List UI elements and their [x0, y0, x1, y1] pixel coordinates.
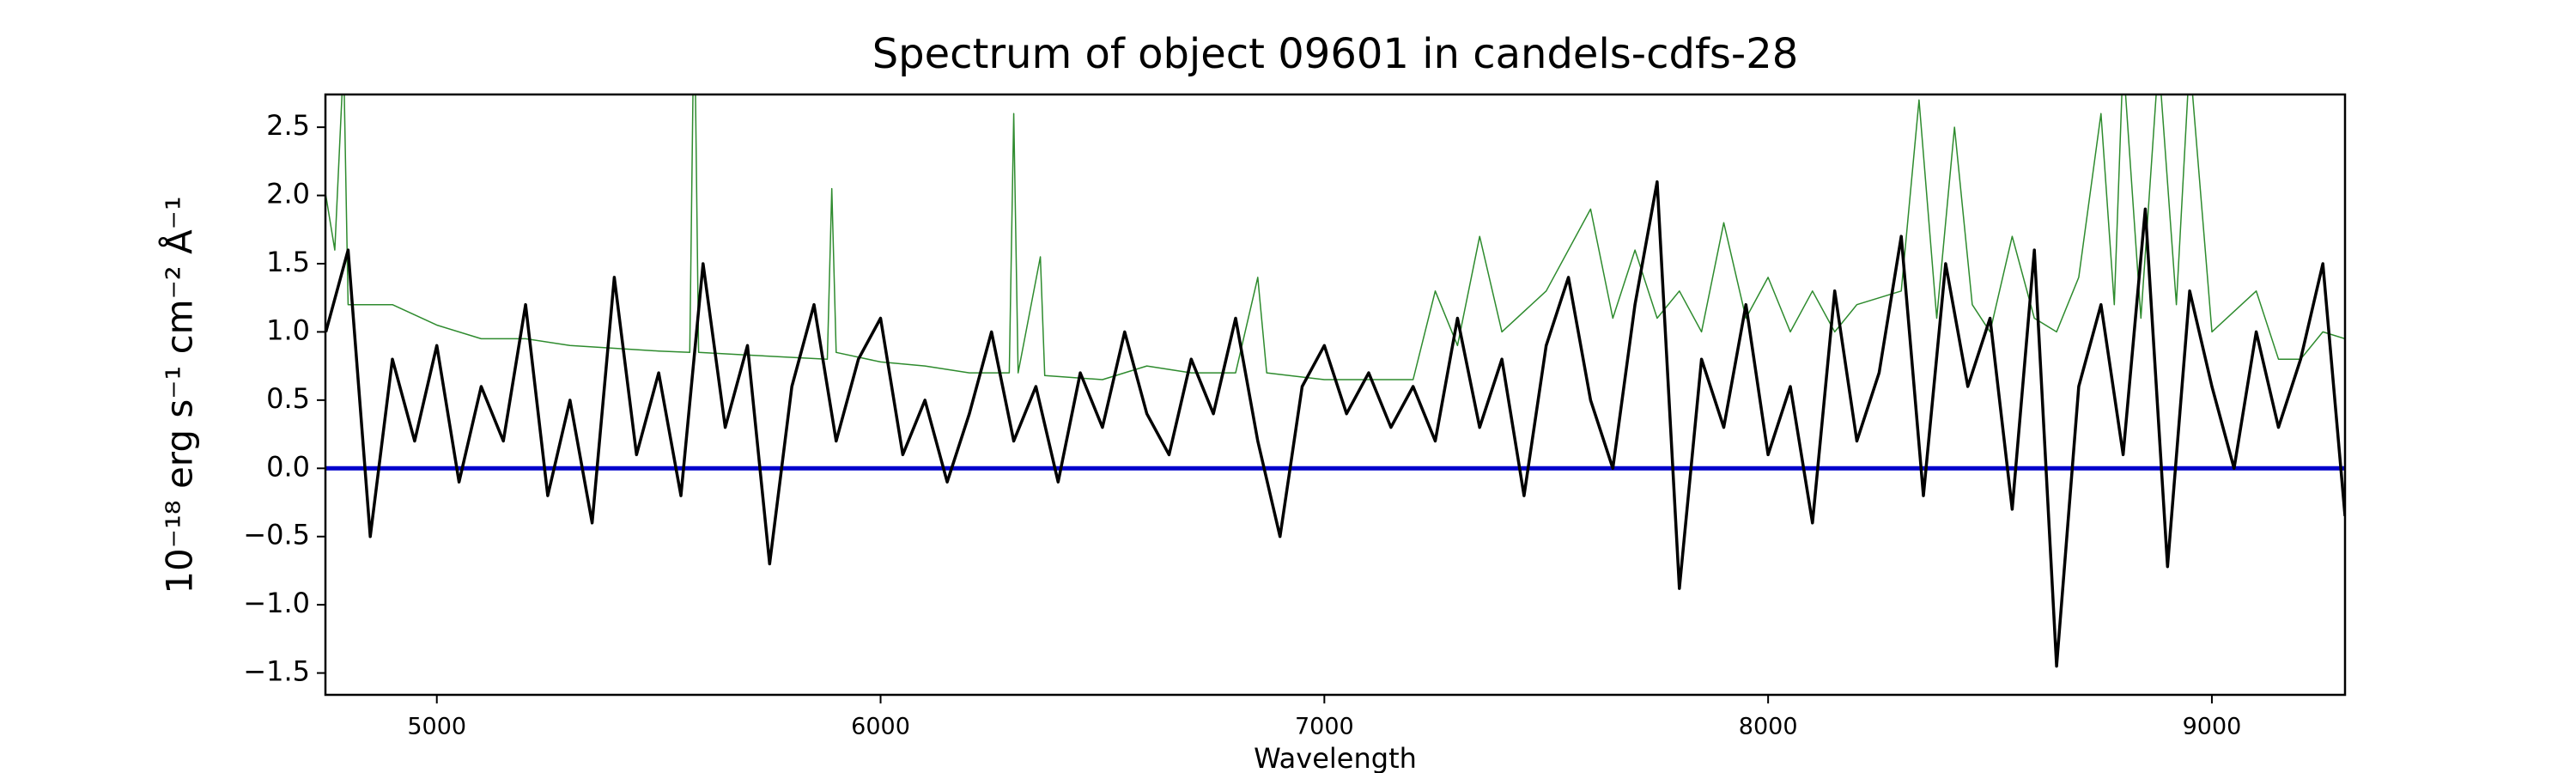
- chart-title: Spectrum of object 09601 in candels-cdfs…: [872, 30, 1799, 78]
- x-tick-label: 8000: [1739, 714, 1798, 740]
- y-tick-label: 0.0: [266, 450, 310, 483]
- axes-frame: [324, 93, 2347, 697]
- y-tick-label: 1.0: [266, 313, 310, 346]
- plot-area: [325, 94, 2345, 668]
- y-tick-label: 2.5: [266, 109, 310, 142]
- y-tick-label: −1.5: [243, 655, 310, 688]
- y-tick-label: 1.5: [266, 246, 310, 278]
- x-tick-label: 9000: [2183, 714, 2242, 740]
- x-tick-label: 7000: [1295, 714, 1354, 740]
- x-tick-label: 6000: [851, 714, 910, 740]
- y-tick-label: −0.5: [243, 519, 310, 551]
- x-tick-label: 5000: [407, 714, 466, 740]
- spectrum-line: [325, 180, 2345, 668]
- y-axis-label: 10⁻¹⁸ erg s⁻¹ cm⁻² Å⁻¹: [158, 196, 201, 593]
- spectrum-line: [325, 94, 2345, 380]
- y-tick-label: 0.5: [266, 382, 310, 415]
- y-tick-label: 2.0: [266, 178, 310, 210]
- y-tick-label: −1.0: [243, 587, 310, 619]
- x-axis-label: Wavelength: [1254, 742, 1417, 773]
